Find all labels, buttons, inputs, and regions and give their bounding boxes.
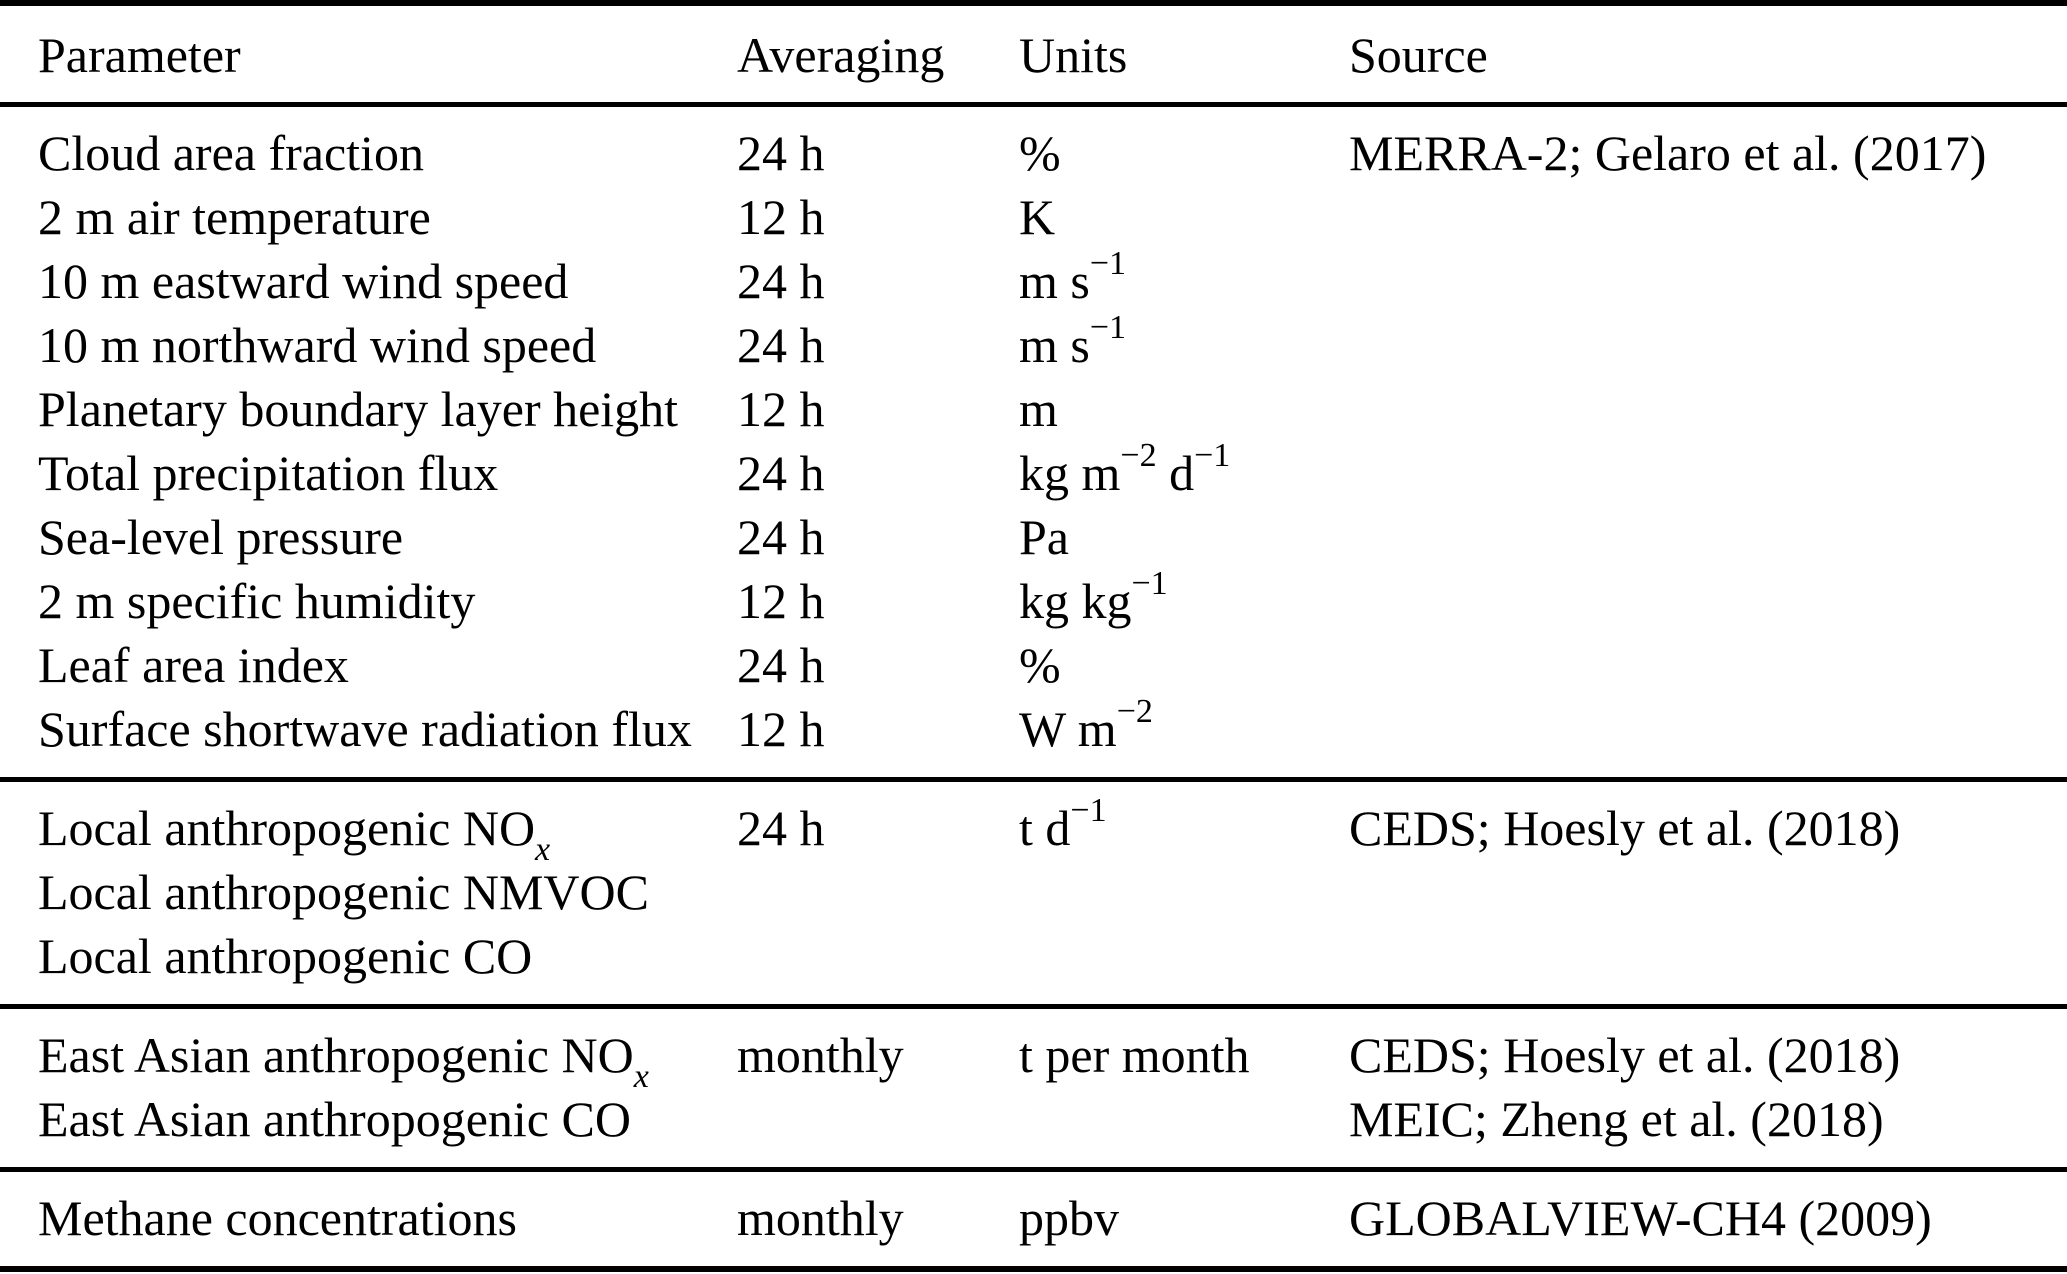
cell-units — [1019, 924, 1349, 1007]
cell-units — [1019, 1087, 1349, 1170]
table-row: Local anthropogenic NOx 24 h t d−1 CEDS; Ho… — [0, 780, 2067, 869]
cell-source — [1349, 441, 2067, 505]
cell-source: CEDS; Hoesly et al. (2018) — [1349, 1027, 1901, 1083]
cell-source — [1349, 505, 2067, 569]
table-row: Planetary boundary layer height 12 h m — [0, 377, 2067, 441]
cell-averaging: 24 h — [737, 125, 825, 181]
table-row: 10 m northward wind speed 24 h m s−1 — [0, 309, 2067, 377]
cell-units: % — [1019, 125, 1061, 181]
cell-averaging: monthly — [737, 1027, 904, 1083]
cell-parameter: Local anthropogenic NMVOC — [38, 864, 649, 920]
cell-source — [1349, 249, 2067, 313]
cell-parameter: East Asian anthropogenic CO — [38, 1091, 631, 1147]
table-row: East Asian anthropogenic CO MEIC; Zheng e… — [0, 1087, 2067, 1170]
cell-parameter: 10 m eastward wind speed — [38, 253, 569, 309]
cell-averaging: 12 h — [737, 701, 825, 757]
cell-parameter: East Asian anthropogenic NOx — [38, 1027, 649, 1096]
cell-parameter: 2 m air temperature — [38, 189, 431, 245]
table-row: 2 m specific humidity 12 h kg kg−1 — [0, 565, 2067, 633]
cell-units: m s−1 — [1019, 309, 1127, 373]
table-row: 10 m eastward wind speed 24 h m s−1 — [0, 245, 2067, 313]
cell-source: GLOBALVIEW-CH4 (2009) — [1349, 1190, 1932, 1246]
cell-units: m s−1 — [1019, 245, 1127, 309]
table-row: Sea-level pressure 24 h Pa — [0, 505, 2067, 569]
cell-units: kg kg−1 — [1019, 565, 1168, 629]
cell-averaging — [737, 1087, 1019, 1170]
cell-averaging: 24 h — [737, 800, 825, 856]
column-header-units: Units — [1019, 3, 1349, 107]
cell-averaging: monthly — [737, 1190, 904, 1246]
cell-source — [1349, 633, 2067, 697]
cell-parameter: 10 m northward wind speed — [38, 317, 597, 373]
table-header: Parameter Averaging Units Source — [0, 3, 2067, 107]
cell-parameter: Surface shortwave radiation flux — [38, 701, 692, 757]
cell-parameter: Total precipitation flux — [38, 445, 499, 501]
cell-source: MERRA-2; Gelaro et al. (2017) — [1349, 125, 1987, 181]
cell-averaging — [737, 924, 1019, 1007]
table-row: Cloud area fraction 24 h% MERRA-2; Gelaro … — [0, 105, 2067, 186]
cell-units: W m−2 — [1019, 693, 1153, 757]
table-row: Local anthropogenic CO — [0, 924, 2067, 1007]
cell-source: CEDS; Hoesly et al. (2018) — [1349, 800, 1901, 856]
cell-parameter: Cloud area fraction — [38, 125, 424, 181]
cell-averaging: 24 h — [737, 509, 825, 565]
table-section-3: East Asian anthropogenic NOx monthly t per… — [0, 1006, 2067, 1170]
cell-source — [1349, 924, 2067, 1007]
cell-units: % — [1019, 637, 1061, 693]
cell-averaging: 24 h — [737, 637, 825, 693]
cell-averaging — [737, 860, 1019, 924]
cell-source — [1349, 860, 2067, 924]
cell-source — [1349, 377, 2067, 441]
cell-parameter: Local anthropogenic NOx — [38, 800, 551, 869]
cell-source: MEIC; Zheng et al. (2018) — [1349, 1091, 1884, 1147]
cell-units: m — [1019, 381, 1058, 437]
cell-source — [1349, 569, 2067, 633]
cell-averaging: 24 h — [737, 317, 825, 373]
cell-averaging: 12 h — [737, 573, 825, 629]
cell-units: t d−1 — [1019, 792, 1107, 856]
cell-parameter: Methane concentrations — [38, 1190, 517, 1246]
cell-units: ppbv — [1019, 1190, 1119, 1246]
table-row: Total precipitation flux 24 h kg m−2 d−1 — [0, 437, 2067, 505]
cell-units: t per month — [1019, 1027, 1250, 1083]
cell-parameter: Planetary boundary layer height — [38, 381, 679, 437]
cell-averaging: 12 h — [737, 189, 825, 245]
cell-source — [1349, 697, 2067, 780]
cell-parameter: Leaf area index — [38, 637, 349, 693]
cell-averaging: 24 h — [737, 253, 825, 309]
cell-averaging: 12 h — [737, 381, 825, 437]
column-header-parameter: Parameter — [0, 3, 737, 107]
table-row: Local anthropogenic NMVOC — [0, 860, 2067, 924]
table-row: Methane concentrations monthly ppbv GLOBALV… — [0, 1170, 2067, 1270]
table-row: 2 m air temperature 12 h K — [0, 185, 2067, 249]
cell-source — [1349, 313, 2067, 377]
cell-units — [1019, 860, 1349, 924]
cell-parameter: 2 m specific humidity — [38, 573, 476, 629]
table-row: Surface shortwave radiation flux 12 h W m−… — [0, 693, 2067, 780]
cell-units: Pa — [1019, 509, 1069, 565]
cell-parameter: Sea-level pressure — [38, 509, 404, 565]
column-header-averaging: Averaging — [737, 3, 1019, 107]
cell-source — [1349, 185, 2067, 249]
cell-units: kg m−2 d−1 — [1019, 437, 1231, 501]
header-row: Parameter Averaging Units Source — [0, 3, 2067, 107]
table-section-2: Local anthropogenic NOx 24 h t d−1 CEDS; Ho… — [0, 779, 2067, 1007]
cell-units: K — [1019, 189, 1056, 245]
table-section-4: Methane concentrations monthly ppbv GLOBALV… — [0, 1169, 2067, 1270]
table-section-1: Cloud area fraction 24 h% MERRA-2; Gelaro … — [0, 105, 2067, 780]
column-header-source: Source — [1349, 3, 2067, 107]
cell-parameter: Local anthropogenic CO — [38, 928, 533, 984]
table-row: Leaf area index 24 h% — [0, 633, 2067, 697]
table-row: East Asian anthropogenic NOx monthly t per… — [0, 1007, 2067, 1096]
cell-averaging: 24 h — [737, 445, 825, 501]
